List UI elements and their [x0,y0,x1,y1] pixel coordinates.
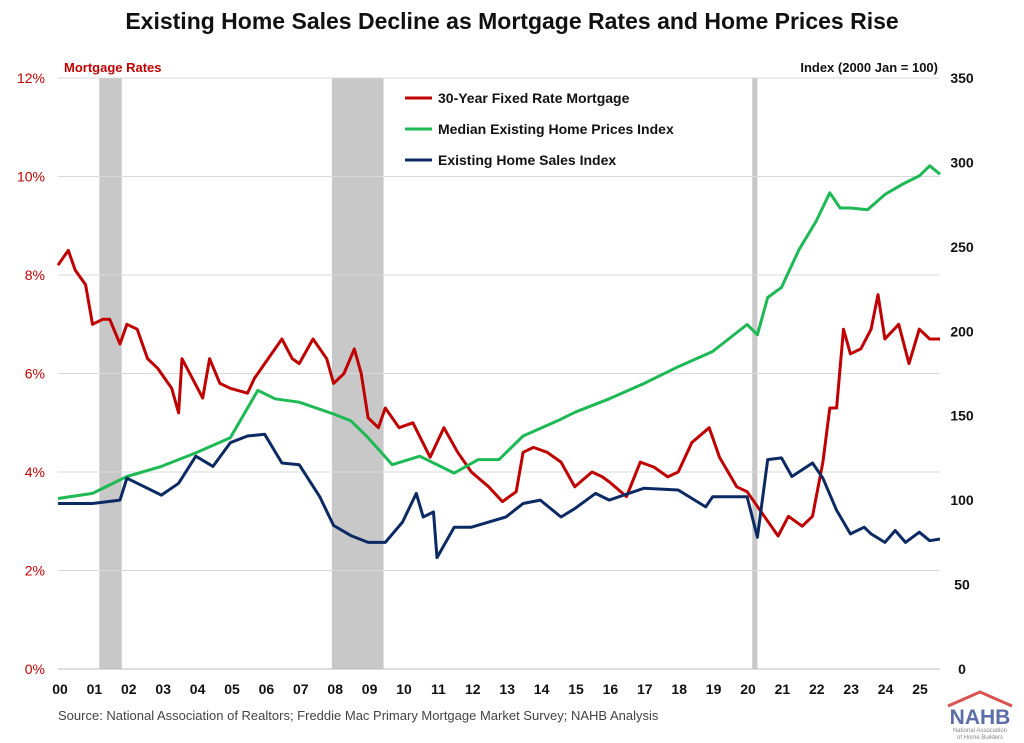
left-tick-label: 0% [25,661,45,677]
chart-title: Existing Home Sales Decline as Mortgage … [125,8,899,34]
x-tick-label: 02 [121,681,137,697]
right-tick-label: 100 [950,492,974,508]
legend-label: Existing Home Sales Index [438,152,616,168]
x-tick-label: 08 [327,681,343,697]
x-tick-label: 05 [224,681,240,697]
left-tick-label: 2% [25,563,45,579]
left-tick-label: 10% [17,169,45,185]
nahb-logo: NAHB National Association of Home Builde… [947,690,1013,740]
home-sales-index-line [58,432,941,560]
x-tick-label: 21 [775,681,791,697]
x-tick-label: 04 [190,681,206,697]
x-tick-label: 07 [293,681,309,697]
x-tick-label: 13 [499,681,515,697]
svg-text:NAHB: NAHB [950,706,1011,729]
x-tick-label: 12 [465,681,481,697]
x-tick-label: 00 [52,681,68,697]
x-tick-label: 18 [671,681,687,697]
x-tick-label: 17 [637,681,653,697]
x-tick-label: 19 [706,681,722,697]
x-tick-label: 15 [568,681,584,697]
left-axis-title: Mortgage Rates [64,60,162,75]
svg-text:National Association: National Association [953,728,1007,734]
x-tick-label: 10 [396,681,412,697]
left-tick-label: 6% [25,366,45,382]
svg-text:of Home Builders: of Home Builders [957,735,1003,740]
x-tick-label: 20 [740,681,756,697]
x-tick-label: 23 [843,681,859,697]
right-axis-title: Index (2000 Jan = 100) [800,60,938,75]
left-tick-label: 8% [25,267,45,283]
legend-label: Median Existing Home Prices Index [438,121,674,137]
left-tick-label: 12% [17,70,45,86]
source-note: Source: National Association of Realtors… [58,708,659,723]
right-tick-label: 300 [950,154,974,170]
right-tick-label: 250 [950,239,974,255]
legend-label: 30-Year Fixed Rate Mortgage [438,90,630,106]
x-tick-label: 09 [362,681,378,697]
x-tick-label: 22 [809,681,825,697]
right-tick-label: 0 [958,661,966,677]
home-price-index-line [57,164,941,500]
right-tick-label: 50 [954,577,970,593]
x-tick-label: 25 [912,681,928,697]
right-tick-label: 350 [950,70,974,86]
left-tick-label: 4% [25,464,45,480]
right-tick-label: 200 [950,323,974,339]
right-tick-label: 150 [950,408,974,424]
x-tick-label: 03 [155,681,171,697]
x-tick-label: 14 [534,681,550,697]
x-tick-label: 01 [87,681,103,697]
x-tick-label: 11 [431,681,446,697]
x-tick-label: 24 [878,681,894,697]
x-tick-label: 06 [259,681,275,697]
mortgage-rate-line [56,248,940,538]
x-tick-label: 16 [603,681,619,697]
